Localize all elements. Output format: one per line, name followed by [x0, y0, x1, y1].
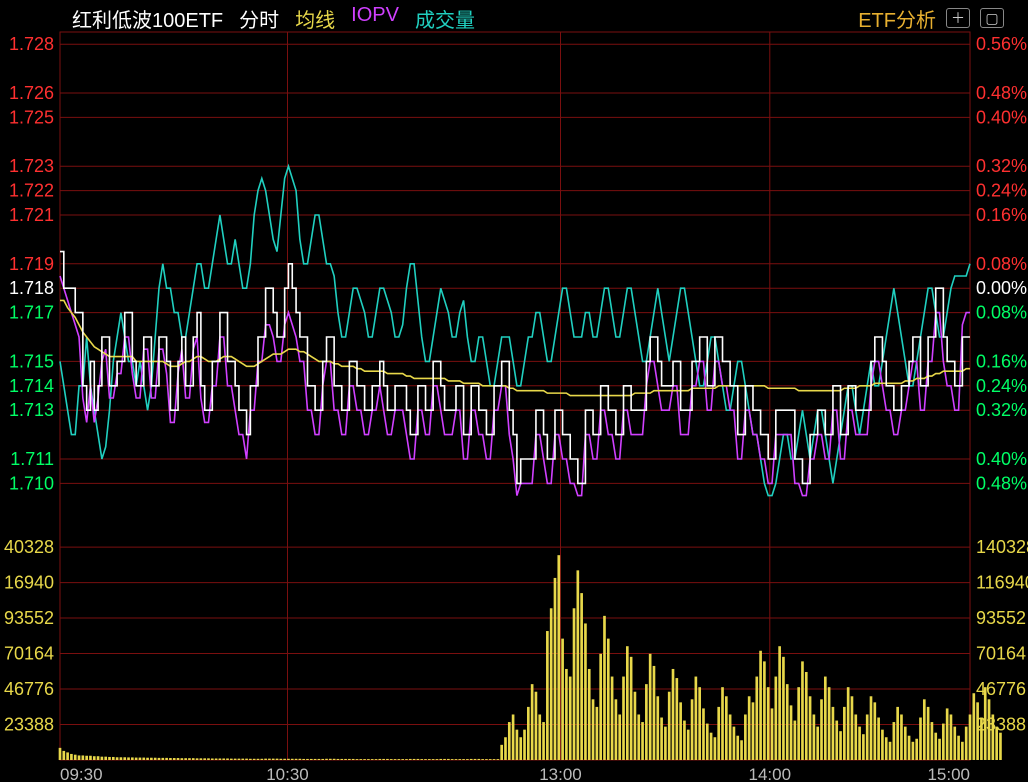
svg-text:1.728: 1.728 — [9, 34, 54, 54]
svg-text:23388: 23388 — [976, 715, 1026, 735]
svg-text:70164: 70164 — [976, 644, 1026, 664]
svg-text:0.48%: 0.48% — [976, 83, 1027, 103]
svg-text:1.713: 1.713 — [9, 400, 54, 420]
svg-text:0.08%: 0.08% — [976, 303, 1027, 323]
svg-text:1.710: 1.710 — [9, 473, 54, 493]
svg-text:0.16%: 0.16% — [976, 351, 1027, 371]
svg-text:0.24%: 0.24% — [976, 181, 1027, 201]
svg-text:0.24%: 0.24% — [976, 376, 1027, 396]
svg-text:93552: 93552 — [976, 608, 1026, 628]
svg-text:46776: 46776 — [4, 679, 54, 699]
svg-text:15:00: 15:00 — [927, 765, 970, 782]
svg-text:46776: 46776 — [976, 679, 1026, 699]
svg-text:10:30: 10:30 — [266, 765, 309, 782]
svg-text:0.08%: 0.08% — [976, 254, 1027, 274]
svg-text:70164: 70164 — [4, 644, 54, 664]
svg-text:0.32%: 0.32% — [976, 156, 1027, 176]
svg-text:0.56%: 0.56% — [976, 34, 1027, 54]
svg-text:14:00: 14:00 — [749, 765, 792, 782]
svg-text:0.32%: 0.32% — [976, 400, 1027, 420]
svg-text:23388: 23388 — [4, 715, 54, 735]
svg-text:16940: 16940 — [4, 573, 54, 593]
svg-text:1.717: 1.717 — [9, 303, 54, 323]
svg-text:140328: 140328 — [976, 537, 1028, 557]
intraday-chart: 1.728 1.726 1.725 1.723 1.722 1.721 1.719 1.718… — [0, 0, 1028, 782]
svg-text:0.16%: 0.16% — [976, 205, 1027, 225]
svg-text:93552: 93552 — [4, 608, 54, 628]
svg-text:1.718: 1.718 — [9, 278, 54, 298]
svg-text:0.00%: 0.00% — [976, 278, 1027, 298]
svg-text:13:00: 13:00 — [539, 765, 582, 782]
svg-text:116940: 116940 — [976, 573, 1028, 593]
svg-text:1.726: 1.726 — [9, 83, 54, 103]
svg-text:0.48%: 0.48% — [976, 473, 1027, 493]
svg-text:1.719: 1.719 — [9, 254, 54, 274]
svg-text:1.721: 1.721 — [9, 205, 54, 225]
svg-text:1.715: 1.715 — [9, 351, 54, 371]
svg-text:40328: 40328 — [4, 537, 54, 557]
svg-text:1.711: 1.711 — [10, 449, 54, 469]
svg-text:1.714: 1.714 — [9, 376, 54, 396]
svg-text:09:30: 09:30 — [60, 765, 103, 782]
svg-text:0.40%: 0.40% — [976, 449, 1027, 469]
svg-text:1.722: 1.722 — [9, 181, 54, 201]
svg-text:0.40%: 0.40% — [976, 107, 1027, 127]
svg-text:1.725: 1.725 — [9, 107, 54, 127]
svg-text:1.723: 1.723 — [9, 156, 54, 176]
